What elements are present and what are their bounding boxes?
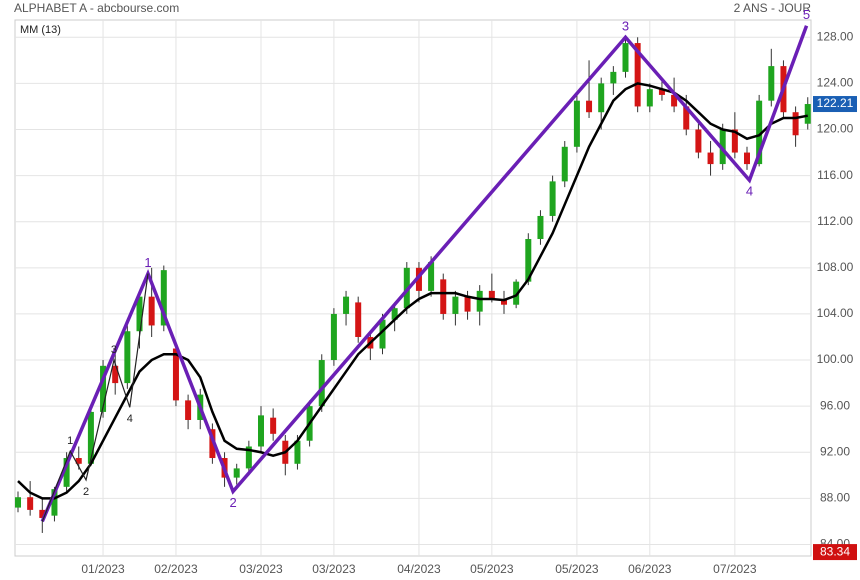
x-tick-label: 05/2023: [555, 562, 599, 576]
candle-body: [330, 313, 337, 361]
candle-body: [549, 181, 556, 216]
candle-body: [136, 296, 143, 332]
candle-body: [683, 106, 690, 130]
candle-body: [561, 146, 568, 182]
subwave-label: 1: [67, 435, 73, 447]
chart-title: ALPHABET A - abcbourse.com: [14, 1, 179, 15]
x-tick-label: 06/2023: [628, 562, 672, 576]
wave-line: [40, 25, 809, 523]
candle-body: [294, 440, 301, 464]
candle-body: [452, 296, 459, 314]
y-tick-label: 108.00: [817, 260, 854, 274]
candle-body: [804, 104, 811, 124]
candle-body: [695, 129, 702, 153]
y-tick-label: 104.00: [817, 306, 854, 320]
candle-body: [501, 298, 507, 305]
candle-body: [622, 43, 629, 72]
legend-label: MM (13): [20, 24, 61, 36]
x-tick-label: 05/2023: [470, 562, 514, 576]
subwave-line: [41, 273, 149, 522]
candle-body: [586, 100, 593, 113]
candle-body: [537, 215, 544, 240]
candle-body: [598, 83, 605, 113]
y-tick-label: 88.00: [820, 491, 850, 505]
y-tick-label: 120.00: [817, 122, 854, 136]
wave-label: 2: [229, 495, 236, 510]
x-tick-label: 02/2023: [154, 562, 198, 576]
candle-body: [245, 446, 252, 469]
subwave-label: 3: [111, 344, 117, 356]
price-tag: [813, 544, 857, 561]
candle-body: [768, 66, 775, 101]
candle-body: [343, 296, 350, 314]
candle-body: [731, 129, 738, 153]
candle-body: [27, 497, 34, 510]
wave-label: 5: [803, 7, 810, 22]
x-tick-label: 04/2023: [397, 562, 441, 576]
y-tick-label: 96.00: [820, 398, 850, 412]
candle-body: [464, 296, 471, 312]
subwave-label: 4: [127, 413, 133, 425]
candle-body: [440, 279, 447, 314]
candle-body: [75, 458, 82, 464]
candle-body: [573, 100, 580, 147]
x-tick-label: 03/2023: [239, 562, 283, 576]
wave-label: 3: [622, 19, 629, 34]
candle-body: [355, 302, 362, 337]
candle-body: [658, 89, 665, 95]
y-tick-label: 128.00: [817, 29, 854, 43]
price-tag-label: 83.34: [820, 544, 850, 558]
y-tick-label: 124.00: [817, 76, 854, 90]
price-tag-label: 122.21: [817, 96, 854, 110]
candle-body: [258, 415, 264, 447]
candle-body: [428, 262, 435, 291]
candle-body: [100, 365, 107, 412]
candle-body: [148, 296, 155, 326]
subwave-label: 2: [83, 486, 89, 498]
candle-body: [744, 152, 750, 165]
candle-body: [476, 290, 483, 312]
candle-body: [124, 331, 131, 384]
candle-body: [160, 270, 167, 326]
candle-body: [63, 458, 70, 487]
candle-body: [513, 281, 520, 305]
chart-subtitle: 2 ANS - JOUR: [734, 1, 812, 15]
candle-body: [15, 497, 21, 508]
candle-body: [51, 489, 58, 516]
candle-body: [112, 365, 119, 384]
x-tick-label: 07/2023: [713, 562, 757, 576]
price-tag: [813, 96, 857, 113]
candle-body: [610, 71, 617, 84]
candle-body: [318, 360, 325, 407]
y-tick-label: 92.00: [820, 444, 850, 458]
candle-body: [209, 429, 216, 459]
y-tick-label: 100.00: [817, 352, 854, 366]
candle-body: [87, 411, 94, 464]
candle-body: [270, 417, 277, 434]
candle-body: [488, 290, 495, 299]
candle-body: [707, 152, 714, 165]
x-tick-label: 03/2023: [312, 562, 356, 576]
candle-body: [391, 308, 398, 320]
x-tick-label: 01/2023: [81, 562, 125, 576]
wave-label: 4: [746, 184, 753, 199]
candle-body: [792, 112, 799, 136]
candle-body: [634, 43, 641, 107]
y-tick-label: 116.00: [817, 168, 853, 182]
plot-area: [14, 19, 812, 557]
candle-body: [185, 400, 192, 420]
candle-body: [233, 468, 240, 478]
candle-body: [379, 319, 386, 349]
candle-body: [172, 348, 179, 401]
candle-body: [646, 89, 653, 107]
candle-body: [415, 267, 422, 291]
candle-body: [525, 239, 532, 282]
candle-body: [756, 100, 763, 165]
wave-label: 1: [144, 255, 151, 270]
candle-body: [39, 509, 46, 518]
candle-body: [671, 94, 678, 107]
y-tick-label: 112.00: [817, 214, 853, 228]
